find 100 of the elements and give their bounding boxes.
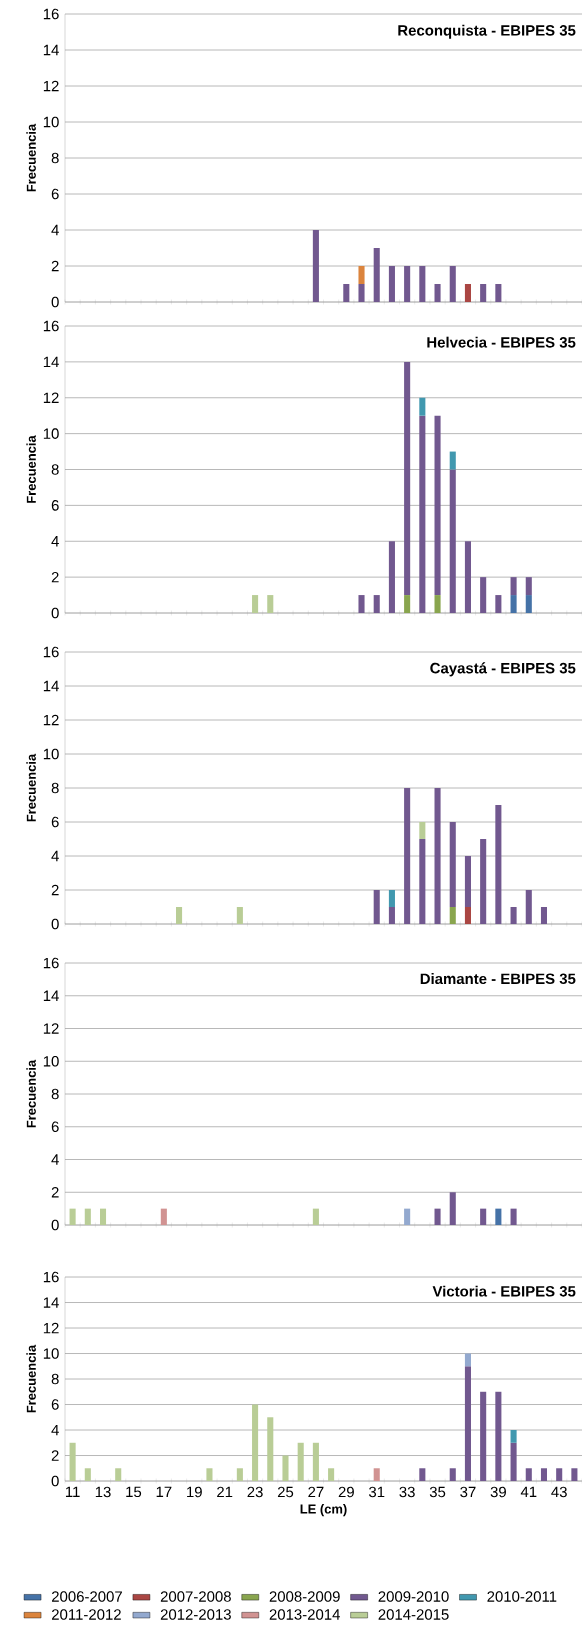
bar [388,890,395,908]
y-tick-label: 14 [43,1297,59,1308]
bar [176,907,183,925]
y-axis-title: Frecuencia [26,123,36,192]
bar [434,415,441,596]
y-tick-label: 0 [51,918,59,930]
bar [449,469,456,614]
bar [252,595,259,614]
bar [236,907,243,925]
bar [525,577,532,596]
bar [510,907,517,925]
chart-title: Victoria - EBIPES 35 [432,1285,576,1297]
bar [419,415,426,614]
bar [556,1468,563,1482]
bar [464,1353,471,1367]
y-tick-label: 12 [43,1023,59,1034]
y-tick-label: 16 [43,957,59,969]
legend-label: 2006-2007 [52,1591,122,1602]
y-tick-label: 6 [51,1121,59,1133]
y-tick-label: 8 [51,782,59,794]
text: Helvecia - EBIPES 35 [427,336,576,348]
y-tick-label: 8 [51,1088,59,1100]
bar [252,1404,259,1482]
y-tick-label: 2 [51,260,59,272]
bar [495,1391,502,1482]
bar [510,1442,517,1482]
text: Reconquista - EBIPES 35 [398,24,576,39]
y-tick-label: 14 [43,990,59,1001]
bar [540,907,548,925]
bar [419,1468,426,1482]
text: Diamante - EBIPES 35 [420,973,576,985]
bar [480,284,487,302]
bar [388,266,395,302]
bar [373,1468,380,1482]
bar [404,361,411,596]
bar [464,1366,471,1482]
bar [495,284,502,302]
bar [449,266,456,302]
legend-label: 2009-2010 [378,1591,449,1602]
bar [84,1468,91,1482]
x-tick-label: 15 [126,1486,142,1498]
x-tick-label: 33 [399,1486,415,1498]
bar [282,1455,289,1482]
bar [525,1468,532,1482]
legend-label: 2013-2014 [269,1609,340,1620]
bar [540,1468,548,1482]
y-tick-label: 4 [51,1154,59,1165]
y-tick-label: 12 [43,392,59,403]
legend-label: 2010-2011 [487,1591,557,1602]
x-tick-label: 17 [156,1486,172,1497]
bar [404,266,411,302]
y-tick-label: 8 [51,1373,59,1385]
bar [419,839,426,925]
bar [480,577,487,614]
y-tick-label: 6 [51,500,59,511]
y-tick-label: 10 [43,1055,59,1067]
x-tick-label: 29 [338,1486,354,1498]
x-tick-label: 13 [95,1486,111,1498]
y-tick-label: 16 [43,320,59,332]
legend-label: 2007-2008 [160,1591,231,1602]
x-tick-label: 37 [460,1486,476,1498]
x-tick-label: 35 [429,1486,446,1498]
legend-label: 2008-2009 [269,1591,340,1602]
bar [373,248,380,302]
y-tick-label: 14 [43,356,59,368]
bar [69,1442,76,1482]
bar [358,595,365,614]
legend-label: 2011-2012 [52,1609,121,1620]
bar [449,451,456,470]
y-tick-label: 12 [43,1322,59,1334]
y-axis-title: Frecuencia [26,1059,36,1128]
bar [343,284,350,302]
bar [267,1417,274,1482]
y-tick-label: 14 [43,680,59,692]
y-tick-label: 12 [43,80,59,92]
bar [434,595,441,614]
bar [206,1468,213,1482]
y-axis-title: Frecuencia [26,753,36,822]
bar [267,595,274,614]
x-tick-label: 27 [308,1486,324,1498]
y-tick-label: 2 [51,571,59,583]
y-tick-label: 14 [43,44,59,56]
y-tick-label: 10 [43,748,59,760]
bar [312,1442,319,1482]
bar [419,822,426,840]
bar [419,266,426,302]
y-tick-label: 6 [51,1399,59,1410]
y-tick-label: 4 [51,1424,59,1436]
bar [297,1442,304,1482]
bar [312,230,319,302]
x-tick-label: 41 [520,1486,537,1497]
x-tick-label: 21 [217,1486,233,1498]
bar [388,541,395,614]
y-tick-label: 16 [43,646,59,658]
y-tick-label: 0 [51,1219,59,1231]
bar [510,1430,517,1443]
y-tick-label: 8 [51,152,59,164]
y-tick-label: 0 [51,296,59,308]
y-tick-label: 2 [51,884,59,896]
bar [510,577,517,596]
